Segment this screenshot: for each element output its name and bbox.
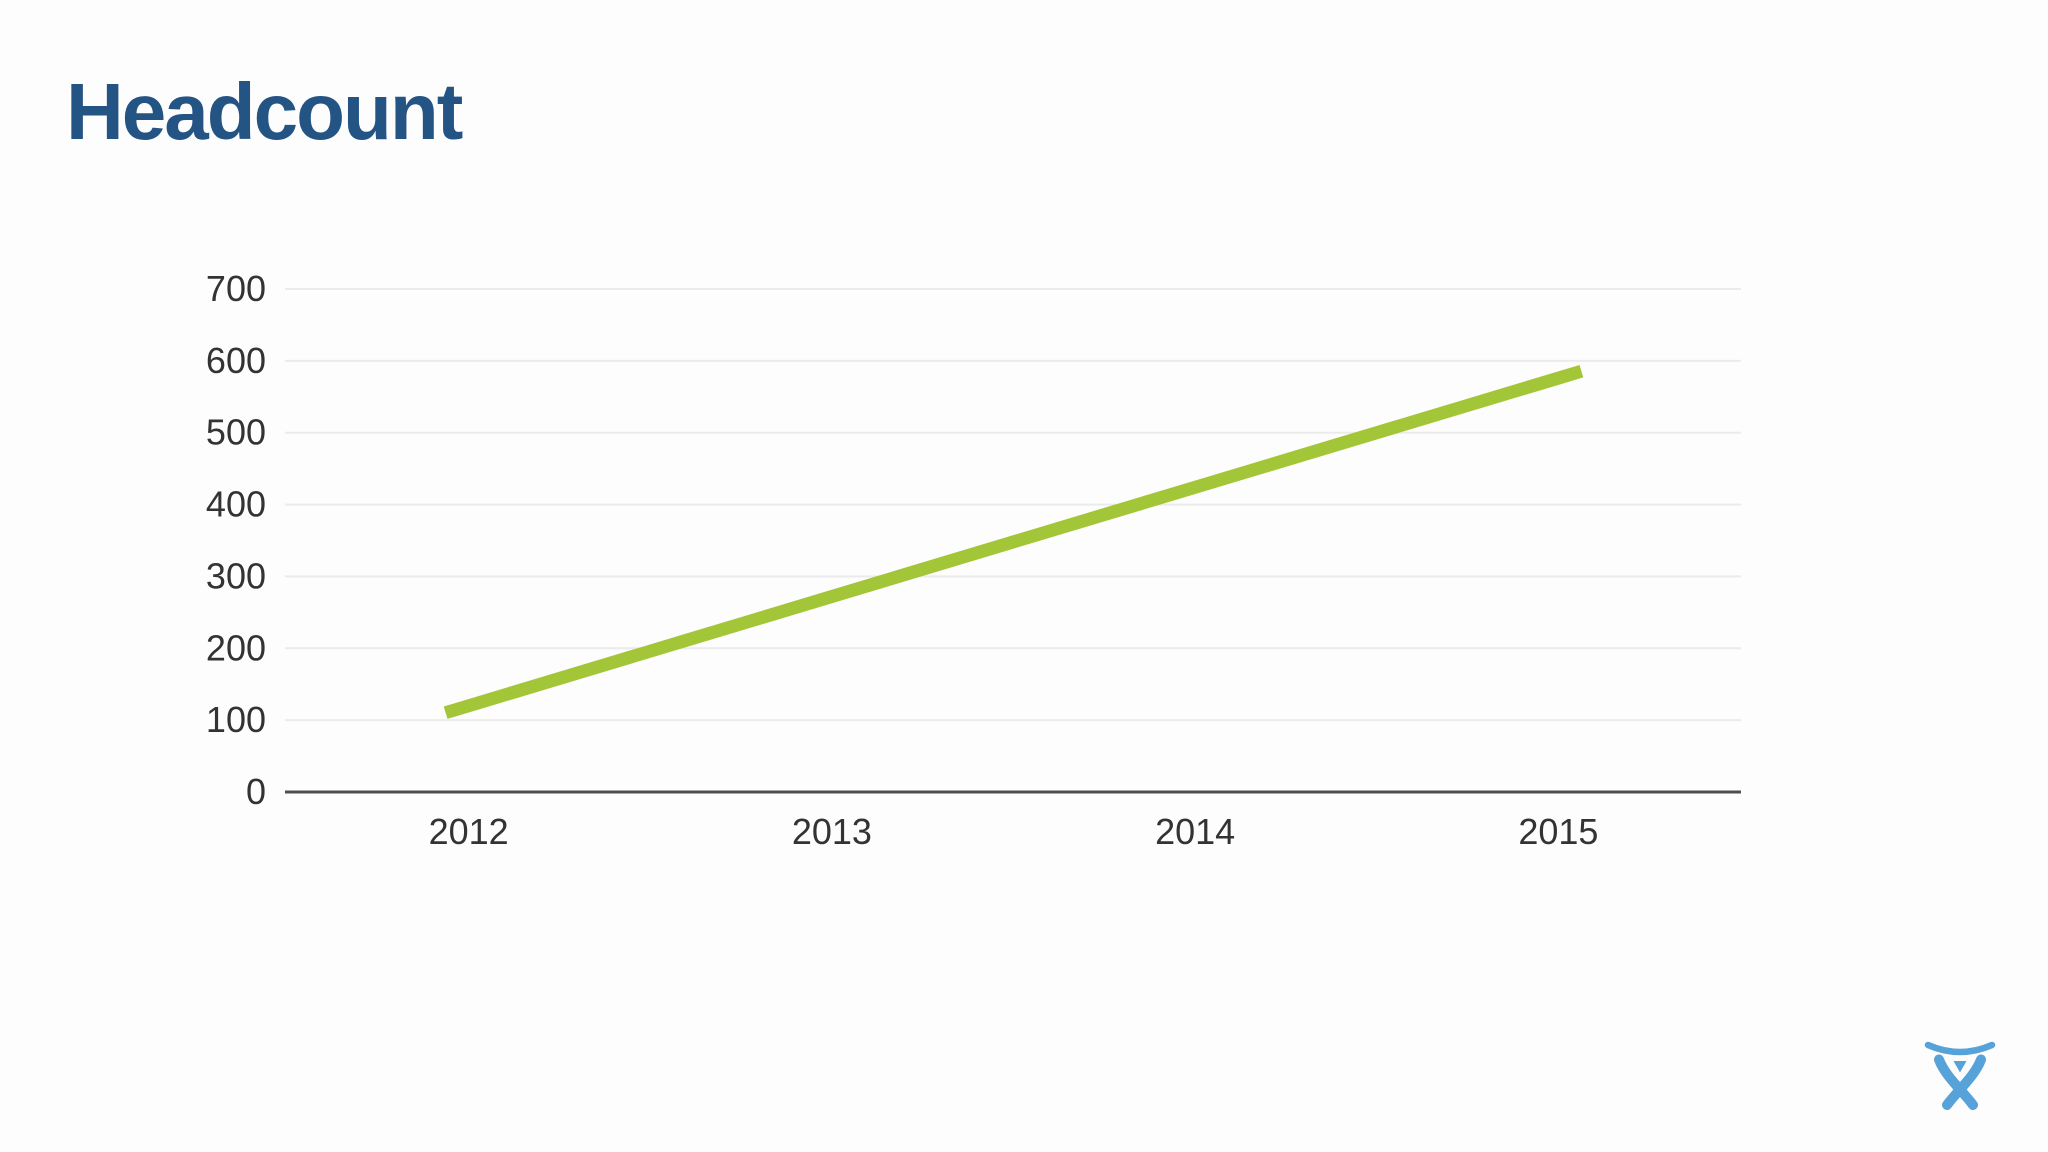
y-tick-label: 400 (206, 484, 266, 525)
y-tick-label: 700 (206, 268, 266, 309)
x-tick-label: 2015 (1518, 811, 1598, 852)
headcount-series-line (443, 364, 1584, 719)
y-tick-label: 500 (206, 412, 266, 453)
atlassian-logo-icon (1924, 1041, 1996, 1110)
y-tick-label: 600 (206, 340, 266, 381)
atlassian-logo (1924, 1034, 1996, 1112)
x-tick-label: 2014 (1155, 811, 1235, 852)
y-tick-label: 0 (246, 771, 266, 812)
y-tick-label: 100 (206, 699, 266, 740)
slide-title: Headcount (66, 67, 463, 156)
x-tick-label: 2013 (792, 811, 872, 852)
y-tick-label: 200 (206, 627, 266, 668)
x-tick-label: 2012 (429, 811, 509, 852)
y-tick-label: 300 (206, 555, 266, 596)
